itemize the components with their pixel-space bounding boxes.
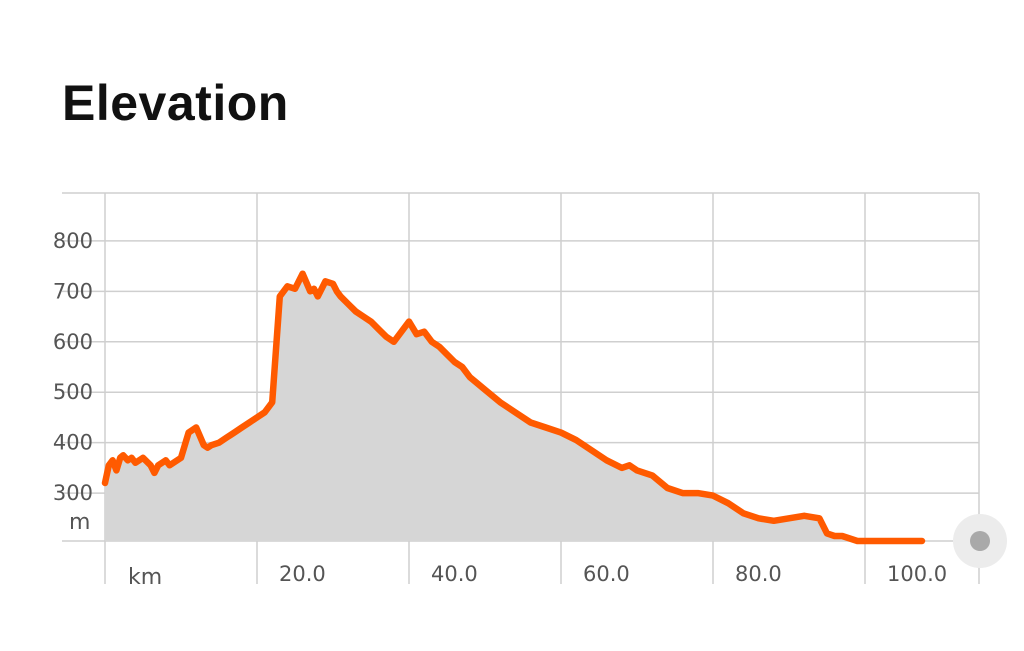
x-tick-label: 60.0 bbox=[583, 562, 630, 586]
scrubber-handle-knob[interactable] bbox=[970, 531, 990, 551]
x-axis-unit-label: km bbox=[128, 565, 162, 590]
y-tick-label: 300 bbox=[53, 481, 93, 505]
x-tick-label: 100.0 bbox=[887, 562, 947, 586]
y-tick-label: 500 bbox=[53, 380, 93, 404]
x-tick-label: 40.0 bbox=[431, 562, 478, 586]
scrubber-handle[interactable] bbox=[953, 514, 1007, 568]
y-axis-unit-label: m bbox=[69, 510, 90, 535]
y-tick-label: 400 bbox=[53, 431, 93, 455]
y-tick-label: 700 bbox=[53, 279, 93, 303]
y-axis-ticks: 300 400 500 600 700 800 bbox=[53, 229, 93, 505]
page-title: Elevation bbox=[62, 75, 289, 131]
x-axis-ticks: 20.0 40.0 60.0 80.0 100.0 bbox=[279, 562, 947, 586]
x-tick-label: 80.0 bbox=[735, 562, 782, 586]
y-tick-label: 800 bbox=[53, 229, 93, 253]
y-tick-label: 600 bbox=[53, 330, 93, 354]
elevation-line bbox=[101, 270, 926, 545]
x-tick-label: 20.0 bbox=[279, 562, 326, 586]
elevation-area bbox=[105, 273, 922, 541]
